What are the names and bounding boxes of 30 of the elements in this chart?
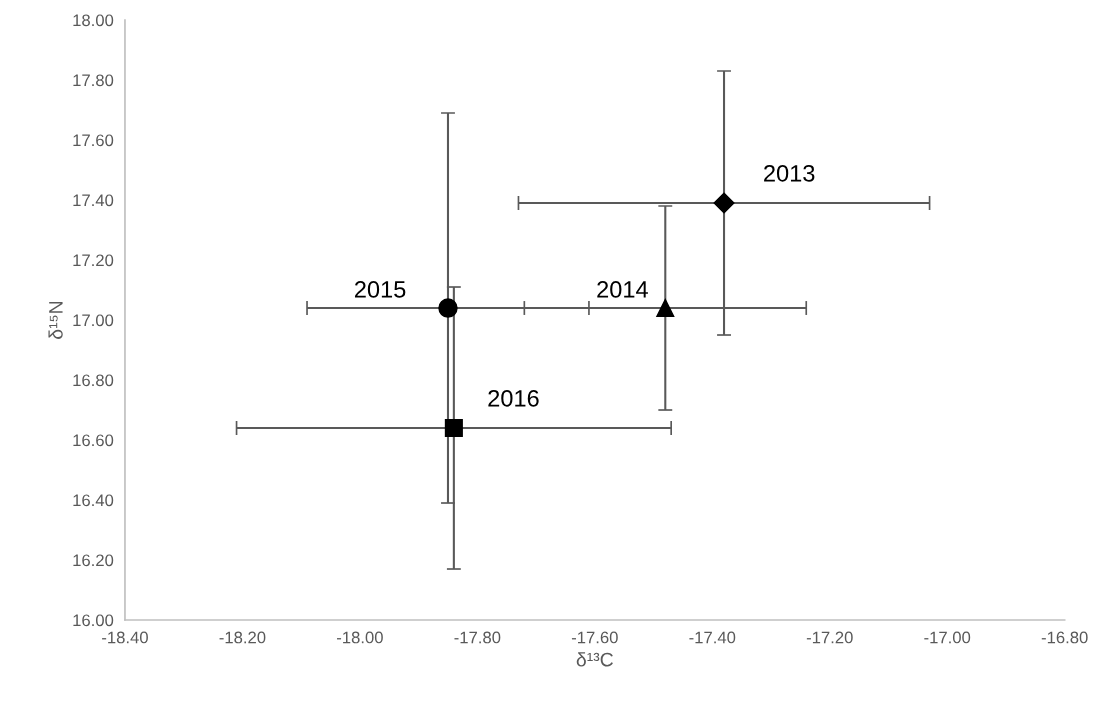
y-tick-label: 16.80 xyxy=(73,374,114,387)
y-tick-label: 17.40 xyxy=(73,194,114,207)
y-axis-title: δ¹⁵N xyxy=(48,301,63,339)
x-tick-label: -18.40 xyxy=(102,631,148,644)
y-tick-label: 16.00 xyxy=(73,614,114,627)
y-tick-label: 17.60 xyxy=(73,134,114,147)
x-tick-label: -18.00 xyxy=(337,631,383,644)
series-label: 2013 xyxy=(764,164,815,182)
y-tick-label: 18.00 xyxy=(73,14,114,27)
point xyxy=(656,298,675,318)
y-tick-label: 17.00 xyxy=(73,314,114,327)
x-axis-title: δ¹³C xyxy=(576,652,613,667)
y-tick-label: 16.40 xyxy=(73,494,114,507)
x-tick-label: -16.80 xyxy=(1041,631,1088,644)
x-tick-label: -17.80 xyxy=(454,631,501,644)
series-label: 2014 xyxy=(597,281,648,298)
x-tick-label: -17.00 xyxy=(924,631,971,644)
y-tick-label: 17.80 xyxy=(73,74,114,87)
x-tick-label: -18.20 xyxy=(219,631,266,644)
series-label: 2016 xyxy=(488,389,539,407)
x-tick-label: -17.40 xyxy=(689,631,736,644)
y-tick-label: 16.20 xyxy=(73,554,114,567)
x-tick-label: -17.60 xyxy=(571,631,618,644)
y-tick-label: 16.60 xyxy=(73,434,114,447)
point xyxy=(438,298,458,318)
point xyxy=(713,192,735,214)
series-label: 2015 xyxy=(354,281,406,298)
point xyxy=(444,418,463,438)
y-tick-label: 17.20 xyxy=(73,254,114,267)
x-tick-label: -17.20 xyxy=(806,631,853,644)
